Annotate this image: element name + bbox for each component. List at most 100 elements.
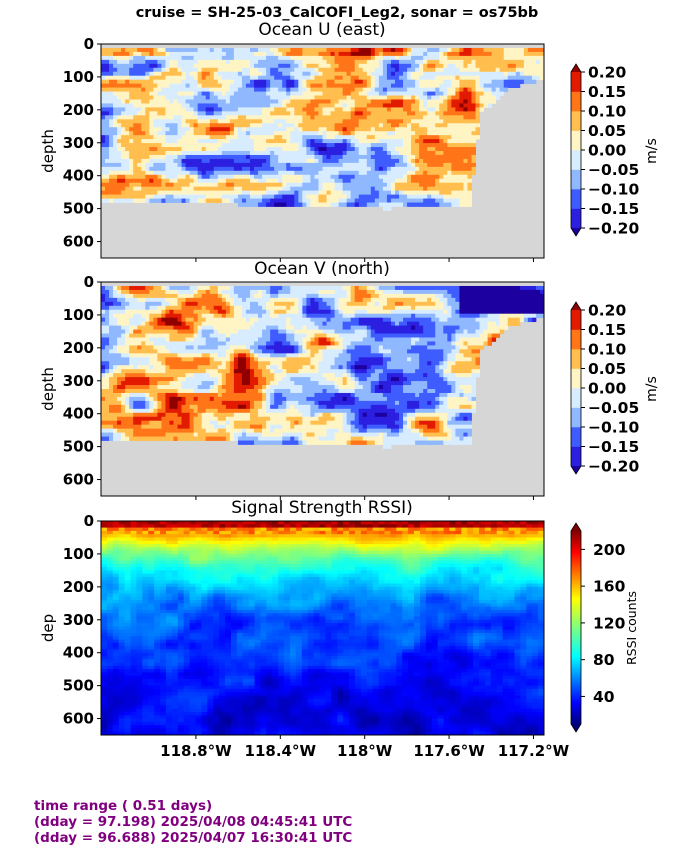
velocity-cell: [290, 154, 295, 160]
velocity-cell: [185, 301, 190, 307]
velocity-cell: [109, 111, 114, 116]
velocity-cell: [294, 151, 299, 156]
velocity-cell: [141, 412, 146, 418]
velocity-cell: [266, 55, 271, 61]
velocity-cell: [495, 75, 501, 81]
velocity-cell: [326, 75, 331, 81]
velocity-cell: [189, 400, 195, 406]
velocity-cell: [390, 202, 396, 207]
velocity-cell: [515, 55, 521, 61]
velocity-cell: [129, 309, 134, 315]
velocity-cell: [217, 198, 223, 203]
velocity-cell: [101, 55, 106, 61]
velocity-cell: [471, 91, 476, 96]
velocity-cell: [137, 373, 142, 378]
velocity-cell: [177, 353, 182, 358]
velocity-cell: [407, 202, 412, 207]
velocity-cell: [399, 158, 404, 164]
velocity-cell: [105, 341, 110, 346]
velocity-cell: [185, 79, 190, 85]
velocity-cell: [185, 154, 190, 160]
velocity-cell: [141, 147, 146, 152]
velocity-cell: [209, 47, 215, 53]
velocity-cell: [467, 202, 472, 207]
velocity-cell: [185, 135, 190, 140]
velocity-cell: [113, 337, 118, 342]
velocity-cell: [117, 111, 122, 116]
velocity-cell: [511, 67, 517, 73]
velocity-cell: [125, 293, 130, 299]
velocity-cell: [507, 83, 513, 88]
velocity-cell: [463, 83, 468, 88]
velocity-cell: [149, 353, 154, 358]
velocity-cell: [177, 289, 182, 295]
velocity-cell: [435, 75, 440, 81]
velocity-cell: [306, 83, 311, 88]
velocity-cell: [213, 182, 219, 188]
velocity-cell: [274, 83, 279, 88]
velocity-cell: [278, 67, 283, 73]
velocity-cell: [161, 95, 166, 100]
velocity-cell: [117, 400, 122, 406]
velocity-cell: [382, 51, 388, 57]
velocity-cell: [250, 154, 255, 160]
velocity-cell: [237, 162, 243, 168]
velocity-cell: [109, 305, 114, 311]
velocity-cell: [193, 420, 199, 426]
velocity-cell: [378, 103, 384, 108]
velocity-cell: [310, 143, 315, 148]
velocity-cell: [350, 79, 356, 85]
velocity-cell: [358, 166, 364, 172]
velocity-cell: [101, 170, 106, 176]
velocity-cell: [487, 79, 493, 85]
velocity-cell: [435, 127, 440, 132]
velocity-cell: [241, 186, 247, 192]
velocity-cell: [394, 95, 400, 100]
velocity-cell: [399, 139, 404, 144]
velocity-cell: [185, 182, 190, 188]
velocity-cell: [362, 91, 368, 96]
velocity-cell: [117, 369, 122, 374]
velocity-cell: [507, 63, 513, 69]
velocity-cell: [237, 47, 243, 53]
velocity-cell: [169, 392, 174, 398]
velocity-cell: [165, 325, 170, 330]
velocity-cell: [431, 194, 436, 199]
velocity-cell: [137, 317, 142, 323]
velocity-cell: [491, 55, 497, 61]
velocity-cell: [459, 186, 464, 192]
velocity-cell: [145, 404, 150, 410]
velocity-cell: [298, 59, 303, 65]
velocity-cell: [205, 341, 211, 346]
velocity-cell: [161, 365, 166, 370]
velocity-cell: [294, 127, 299, 132]
velocity-cell: [286, 143, 291, 148]
velocity-cell: [326, 71, 331, 77]
velocity-cell: [109, 158, 114, 164]
velocity-cell: [302, 186, 307, 192]
velocity-cell: [149, 83, 154, 88]
velocity-cell: [133, 345, 138, 350]
velocity-cell: [278, 47, 283, 53]
velocity-cell: [165, 321, 170, 326]
velocity-cell: [539, 59, 544, 65]
velocity-cell: [346, 178, 352, 184]
velocity-cell: [274, 123, 279, 128]
velocity-cell: [189, 428, 195, 433]
velocity-cell: [350, 127, 356, 132]
velocity-cell: [266, 71, 271, 77]
velocity-cell: [451, 147, 456, 152]
velocity-cell: [161, 111, 166, 116]
velocity-cell: [197, 349, 203, 354]
velocity-cell: [145, 139, 150, 144]
velocity-cell: [427, 75, 432, 81]
velocity-cell: [334, 111, 340, 116]
velocity-cell: [221, 139, 227, 144]
velocity-cell: [475, 87, 480, 92]
velocity-cell: [334, 79, 340, 85]
velocity-cell: [463, 111, 468, 116]
velocity-cell: [415, 194, 420, 199]
velocity-cell: [262, 174, 267, 180]
velocity-cell: [455, 178, 460, 184]
velocity-cell: [141, 337, 146, 342]
